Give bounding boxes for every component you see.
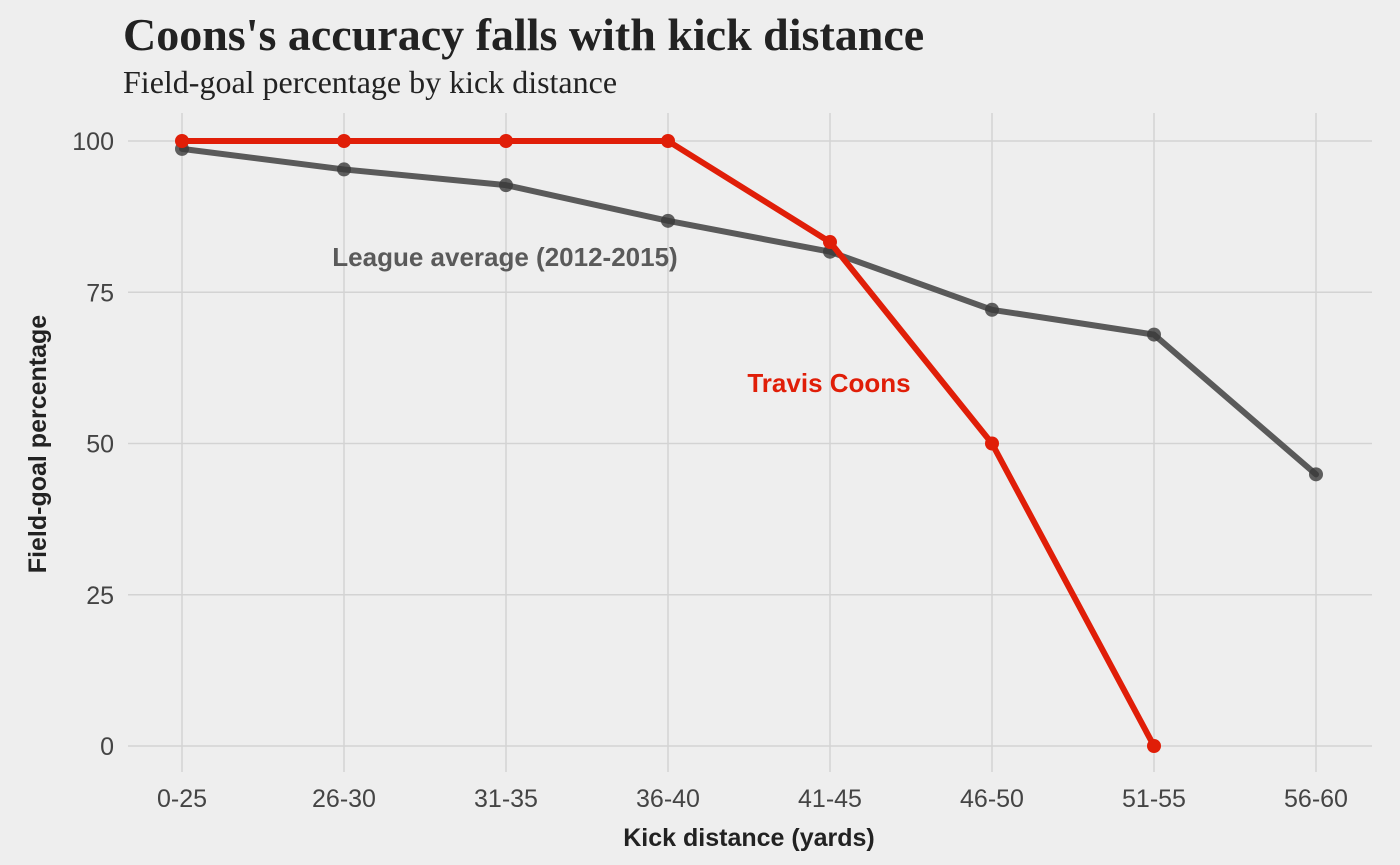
series-line-league [179, 145, 1319, 478]
chart-subtitle: Field-goal percentage by kick distance [123, 64, 618, 100]
grid-layer [128, 113, 1372, 772]
data-point-league [1309, 467, 1323, 482]
data-point-league [337, 162, 351, 177]
data-point-coons [499, 134, 513, 148]
data-point-league [1147, 327, 1161, 342]
x-tick-label: 36-40 [636, 785, 700, 813]
data-point-coons [985, 436, 999, 451]
series-label-coons: Travis Coons [747, 368, 910, 398]
y-tick-label: 0 [100, 733, 114, 761]
series-labels: League average (2012-2015) Travis Coons [332, 242, 910, 398]
x-tick-label: 56-60 [1284, 785, 1348, 813]
data-point-coons [175, 134, 189, 148]
y-tick-label: 75 [86, 279, 114, 307]
y-tick-label: 50 [86, 431, 114, 459]
x-tick-label: 46-50 [960, 785, 1024, 813]
x-tick-label: 26-30 [312, 785, 376, 813]
x-tick-label: 41-45 [798, 785, 862, 813]
x-tick-label: 31-35 [474, 785, 538, 813]
x-axis-label: Kick distance (yards) [623, 824, 875, 852]
x-tick-label: 0-25 [157, 785, 207, 813]
y-tick-label: 100 [72, 128, 114, 156]
x-tick-label: 51-55 [1122, 785, 1186, 813]
series-layer [175, 134, 1323, 753]
tick-labels: 0 25 50 75 100 0-25 26-30 31-35 36-40 41-45 46-50 5… [72, 128, 1348, 813]
data-point-league [499, 178, 513, 193]
data-point-coons [1147, 739, 1161, 753]
data-point-league [661, 213, 675, 228]
y-tick-label: 25 [86, 582, 114, 610]
data-point-coons [823, 235, 837, 250]
series-label-league: League average (2012-2015) [332, 242, 677, 272]
chart-title: Coons's accuracy falls with kick distanc… [123, 9, 925, 60]
y-axis-label: Field-goal percentage [24, 315, 52, 573]
data-point-coons [337, 134, 351, 148]
data-point-league [985, 302, 999, 317]
data-point-coons [661, 134, 675, 148]
